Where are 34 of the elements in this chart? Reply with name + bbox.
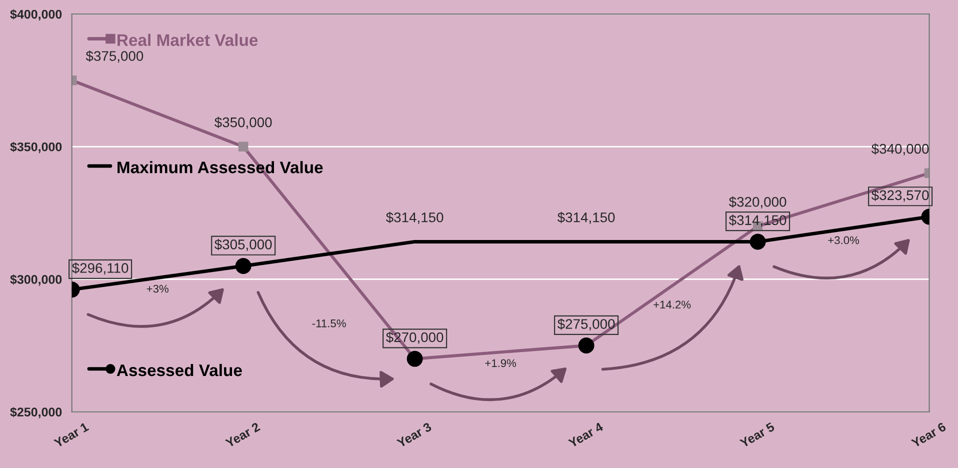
point: [406, 350, 423, 367]
annotation: +3.0%: [828, 236, 860, 244]
data-label: $314,150: [728, 214, 786, 227]
data-label: $314,150: [386, 212, 444, 224]
annotation: +3%: [146, 284, 168, 293]
annotation: +1.9%: [485, 359, 516, 368]
point: [750, 234, 766, 250]
data-label: $323,570: [871, 190, 929, 202]
x-tick-label: Year 3: [396, 422, 432, 448]
y-tick-label: $250,000: [10, 407, 62, 418]
data-label: $375,000: [86, 50, 144, 63]
annotation: -11.5%: [312, 319, 346, 328]
data-label: $296,110: [72, 262, 128, 275]
x-tick-label: Year 2: [224, 422, 261, 448]
data-label: $350,000: [214, 116, 272, 129]
x-tick-label: Year 4: [568, 422, 604, 448]
y-tick-label: $350,000: [10, 142, 62, 154]
data-label: $314,150: [557, 212, 615, 224]
data-label: $270,000: [386, 332, 444, 344]
annotation: +14.2%: [654, 300, 691, 308]
x-tick-label: Year 6: [910, 422, 946, 448]
point: [578, 338, 594, 354]
legend-label: Assessed Value: [116, 364, 242, 376]
data-label: $305,000: [214, 238, 272, 251]
point: [235, 258, 252, 274]
x-tick-label: Year 5: [739, 422, 776, 448]
data-label: $320,000: [728, 196, 786, 208]
data-label: $275,000: [557, 318, 615, 331]
x-tick-label: Year 1: [53, 422, 90, 448]
y-tick-label: $400,000: [10, 9, 62, 21]
data-label: $340,000: [871, 143, 929, 156]
legend-label: Maximum Assessed Value: [118, 161, 323, 174]
y-tick-label: $300,000: [10, 274, 62, 286]
legend-label: Real Market Value: [118, 34, 258, 46]
